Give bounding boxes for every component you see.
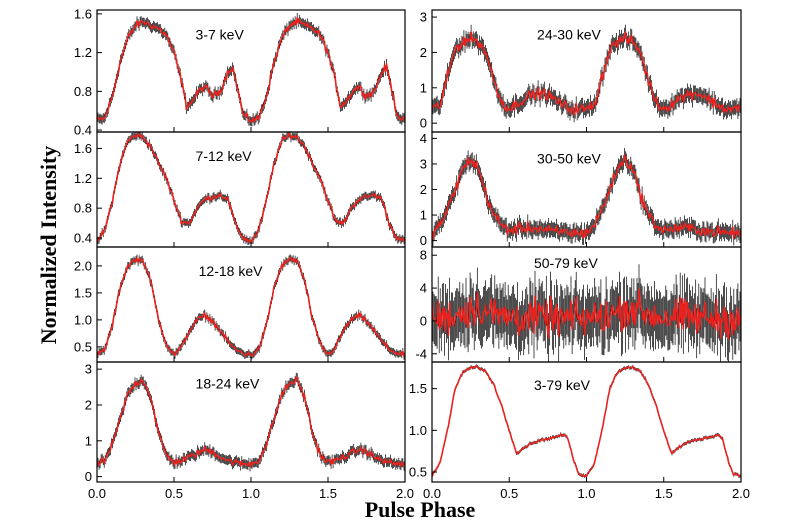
x-tick-label: 0.5 — [165, 486, 183, 501]
y-tick-label: 4 — [420, 131, 427, 146]
panel-5: 0 1 2 3 24-30 keV — [420, 9, 742, 133]
y-tick-label: 0 — [420, 313, 427, 328]
series-1 — [432, 364, 741, 479]
y-tick-label: -4 — [415, 346, 427, 361]
error-bars — [97, 13, 405, 127]
y-tick-label: 1 — [420, 208, 427, 223]
y-tick-label: 0.4 — [74, 123, 92, 138]
y-tick-label: 0.5 — [409, 465, 427, 480]
data-line — [97, 16, 405, 123]
series-1 — [97, 372, 405, 472]
x-tick-label: 2.0 — [396, 486, 414, 501]
y-tick-label: 0 — [85, 469, 92, 484]
y-tick-label: 0.5 — [74, 339, 92, 354]
x-axis-title: Pulse Phase — [365, 497, 476, 522]
panel-1: 0.4 0.8 1.2 1.6 3-7 keV — [74, 6, 406, 138]
energy-band-label: 3-7 keV — [196, 26, 245, 42]
y-tick-label: 1.5 — [409, 381, 427, 396]
y-tick-label: 3 — [420, 10, 427, 25]
data-line — [432, 31, 741, 116]
y-axis-title: Normalized Intensity — [36, 146, 61, 345]
y-tick-label: 3 — [420, 156, 427, 171]
y-tick-label: 1.6 — [74, 141, 92, 156]
panel-3: 0.5 1.0 1.5 2.0 12-18 keV — [74, 246, 406, 363]
x-tick-label: 0.5 — [500, 486, 518, 501]
y-tick-label: 0.8 — [74, 84, 92, 99]
panel-6: 0 1 2 3 4 30-50 keV — [420, 131, 742, 248]
y-tick-label: 0.4 — [74, 231, 92, 246]
x-tick-label: 1.5 — [655, 486, 673, 501]
energy-band-label: 7-12 keV — [196, 148, 253, 164]
y-tick-label: 1.6 — [74, 6, 92, 21]
series-1 — [97, 13, 405, 127]
y-tick-label: 1 — [85, 433, 92, 448]
x-tick-label: 1.5 — [319, 486, 337, 501]
y-tick-label: 2 — [420, 45, 427, 60]
y-tick-label: 1 — [420, 80, 427, 95]
y-tick-label: 2 — [420, 182, 427, 197]
y-tick-label: 1.2 — [74, 45, 92, 60]
series-1 — [432, 148, 741, 246]
data-line — [432, 288, 741, 340]
y-tick-label: 2 — [85, 397, 92, 412]
y-tick-label: 0 — [420, 233, 427, 248]
x-tick-label: 1.0 — [577, 486, 595, 501]
panel-7: -4 0 4 8 50-79 keV — [415, 246, 742, 363]
data-line — [97, 376, 405, 468]
x-tick-label: 1.0 — [242, 486, 260, 501]
x-tick-label: 0.0 — [88, 486, 106, 501]
x-tick-label: 2.0 — [732, 486, 750, 501]
series-1 — [432, 264, 741, 362]
y-tick-label: 1.0 — [74, 312, 92, 327]
y-tick-label: 3 — [85, 362, 92, 377]
panel-2: 0.4 0.8 1.2 1.6 7-12 keV — [74, 131, 406, 248]
x-tick-label: 0.0 — [423, 486, 441, 501]
data-line — [432, 365, 741, 478]
energy-band-label: 50-79 keV — [534, 255, 598, 271]
energy-band-label: 12-18 keV — [199, 263, 263, 279]
panel-4: 0 1 2 3 0.0 0.5 1.0 1.5 2.0 18-24 keV — [85, 361, 414, 501]
y-tick-label: 1.5 — [74, 285, 92, 300]
y-tick-label: 2.0 — [74, 258, 92, 273]
data-line — [432, 154, 741, 240]
series-1 — [432, 24, 741, 123]
energy-band-label: 18-24 keV — [196, 376, 260, 392]
y-tick-label: 1.2 — [74, 171, 92, 186]
energy-band-label: 3-79 keV — [534, 377, 591, 393]
panel-8: 0.5 1.0 1.5 0.0 0.5 1.0 1.5 2.0 3-79 keV — [409, 361, 750, 501]
energy-band-label: 24-30 keV — [537, 26, 601, 42]
y-tick-label: 4 — [420, 281, 427, 296]
plot-frame — [96, 9, 406, 133]
data-line — [97, 256, 405, 358]
y-tick-label: 0.8 — [74, 201, 92, 216]
y-tick-label: 0 — [420, 116, 427, 131]
y-tick-label: 8 — [420, 248, 427, 263]
series-1 — [97, 254, 405, 360]
energy-band-label: 30-50 keV — [537, 150, 601, 166]
y-tick-label: 1.0 — [409, 423, 427, 438]
